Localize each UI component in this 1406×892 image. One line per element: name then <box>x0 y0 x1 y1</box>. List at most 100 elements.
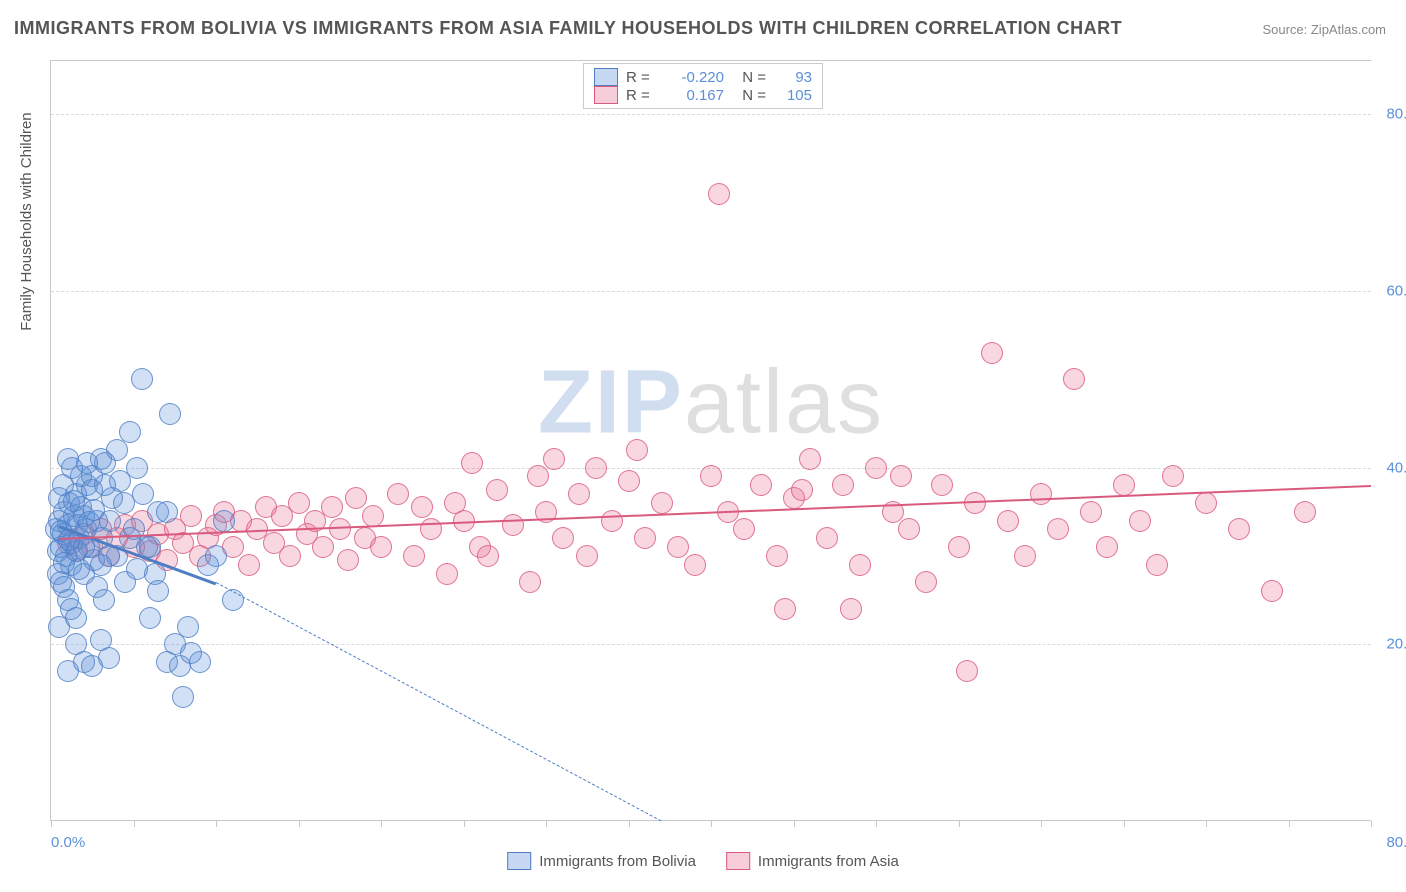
legend-item-asia: Immigrants from Asia <box>726 852 899 870</box>
swatch-asia <box>594 86 618 104</box>
legend-series: Immigrants from Bolivia Immigrants from … <box>507 852 899 870</box>
x-tick <box>629 821 630 827</box>
data-point <box>172 686 194 708</box>
stat-value-r-bolivia: -0.220 <box>664 69 724 86</box>
x-tick <box>794 821 795 827</box>
data-point <box>1014 545 1036 567</box>
data-point <box>205 545 227 567</box>
legend-stats: R = -0.220 N = 93 R = 0.167 N = 105 <box>583 63 823 109</box>
legend-stats-row-bolivia: R = -0.220 N = 93 <box>594 68 812 86</box>
x-tick <box>299 821 300 827</box>
data-point <box>1162 465 1184 487</box>
x-tick <box>1124 821 1125 827</box>
x-tick <box>1289 821 1290 827</box>
data-point <box>981 342 1003 364</box>
stat-label-n: N = <box>732 87 766 104</box>
data-point <box>568 483 590 505</box>
data-point <box>766 545 788 567</box>
x-label-max: 80.0% <box>1386 834 1406 851</box>
data-point <box>61 457 83 479</box>
data-point <box>931 474 953 496</box>
data-point <box>113 492 135 514</box>
data-point <box>1080 501 1102 523</box>
legend-label-asia: Immigrants from Asia <box>758 853 899 870</box>
data-point <box>890 465 912 487</box>
data-point <box>791 479 813 501</box>
data-point <box>189 651 211 673</box>
data-point <box>387 483 409 505</box>
data-point <box>98 647 120 669</box>
data-point <box>126 457 148 479</box>
x-tick <box>546 821 547 827</box>
data-point <box>93 589 115 611</box>
watermark-part2: atlas <box>684 353 884 453</box>
data-point <box>312 536 334 558</box>
legend-item-bolivia: Immigrants from Bolivia <box>507 852 696 870</box>
data-point <box>1146 554 1168 576</box>
data-point <box>132 483 154 505</box>
data-point <box>1294 501 1316 523</box>
y-tick-label: 60.0% <box>1386 282 1406 299</box>
data-point <box>1113 474 1135 496</box>
stat-value-n-asia: 105 <box>774 87 812 104</box>
swatch-bolivia <box>507 852 531 870</box>
x-label-min: 0.0% <box>51 834 85 851</box>
trend-line <box>216 582 662 821</box>
data-point <box>238 554 260 576</box>
data-point <box>618 470 640 492</box>
data-point <box>576 545 598 567</box>
x-tick <box>1206 821 1207 827</box>
data-point <box>865 457 887 479</box>
y-tick-label: 80.0% <box>1386 106 1406 123</box>
data-point <box>159 403 181 425</box>
stat-label-r: R = <box>626 69 656 86</box>
plot-area: ZIPatlas 20.0%40.0%60.0%80.0%0.0%80.0% <box>50 60 1371 821</box>
data-point <box>1261 580 1283 602</box>
data-point <box>139 607 161 629</box>
data-point <box>849 554 871 576</box>
watermark: ZIPatlas <box>538 352 884 455</box>
data-point <box>126 558 148 580</box>
data-point <box>345 487 367 509</box>
data-point <box>119 421 141 443</box>
data-point <box>156 501 178 523</box>
data-point <box>700 465 722 487</box>
data-point <box>329 518 351 540</box>
chart-title: IMMIGRANTS FROM BOLIVIA VS IMMIGRANTS FR… <box>14 18 1122 39</box>
legend-label-bolivia: Immigrants from Bolivia <box>539 853 696 870</box>
data-point <box>840 598 862 620</box>
data-point <box>915 571 937 593</box>
data-point <box>667 536 689 558</box>
swatch-bolivia <box>594 68 618 86</box>
data-point <box>997 510 1019 532</box>
data-point <box>403 545 425 567</box>
data-point <box>651 492 673 514</box>
data-point <box>634 527 656 549</box>
legend-stats-row-asia: R = 0.167 N = 105 <box>594 86 812 104</box>
data-point <box>177 616 199 638</box>
data-point <box>1195 492 1217 514</box>
data-point <box>502 514 524 536</box>
swatch-asia <box>726 852 750 870</box>
data-point <box>527 465 549 487</box>
data-point <box>279 545 301 567</box>
data-point <box>48 616 70 638</box>
data-point <box>1030 483 1052 505</box>
grid-line <box>51 291 1371 292</box>
data-point <box>213 510 235 532</box>
data-point <box>552 527 574 549</box>
data-point <box>543 448 565 470</box>
x-tick <box>1371 821 1372 827</box>
data-point <box>626 439 648 461</box>
data-point <box>1096 536 1118 558</box>
data-point <box>147 580 169 602</box>
data-point <box>816 527 838 549</box>
data-point <box>180 505 202 527</box>
x-tick <box>711 821 712 827</box>
x-tick <box>876 821 877 827</box>
grid-line <box>51 644 1371 645</box>
x-tick <box>134 821 135 827</box>
stat-label-r: R = <box>626 87 656 104</box>
data-point <box>601 510 623 532</box>
data-point <box>799 448 821 470</box>
